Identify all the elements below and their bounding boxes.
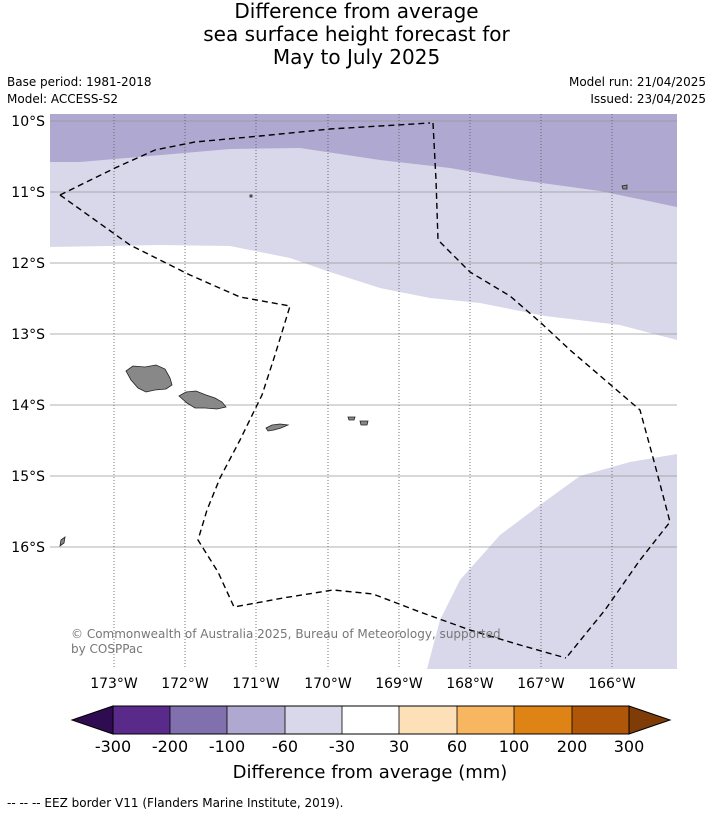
eez-legend: -- -- -- EEZ border V11 (Flanders Marine… <box>7 796 344 810</box>
colorbar-swatch <box>227 706 285 734</box>
lat-label: 11°S <box>11 185 45 201</box>
colorbar-swatch <box>113 706 170 734</box>
lon-label: 166°W <box>588 676 636 692</box>
colorbar-swatch <box>399 706 457 734</box>
anomaly-region-minus60-north <box>50 114 677 207</box>
chart-title: Difference from average sea surface heig… <box>0 0 713 69</box>
lon-label: 172°W <box>161 676 209 692</box>
eez-border-american-samoa <box>432 122 671 659</box>
samoa-islands <box>59 184 628 547</box>
colorbar-ticks: -300 -200 -100 -60 -30 30 60 100 200 300 <box>95 737 644 756</box>
colorbar-swatch <box>170 706 227 734</box>
colorbar-dividers <box>169 706 573 734</box>
copyright-line-2: by COSPPac <box>71 642 143 656</box>
eez-border-samoa <box>59 194 567 659</box>
colorbar-tick: 100 <box>499 737 530 756</box>
lat-label: 12°S <box>11 256 45 272</box>
colorbar-tick: 60 <box>447 737 467 756</box>
lon-label: 167°W <box>517 676 565 692</box>
title-line-3: May to July 2025 <box>272 45 441 69</box>
anomaly-region-minus30-southeast <box>427 454 677 669</box>
lat-label: 10°S <box>11 114 45 130</box>
title-line-1: Difference from average <box>234 0 479 23</box>
island-tutuila <box>265 423 290 432</box>
lat-label: 16°S <box>11 540 45 556</box>
colorbar-tick: 200 <box>557 737 588 756</box>
colorbar-tick: -100 <box>209 737 245 756</box>
lat-label: 13°S <box>11 327 45 343</box>
colorbar-frame <box>112 705 630 735</box>
lon-label: 171°W <box>232 676 280 692</box>
lon-label: 170°W <box>304 676 352 692</box>
island-ofu <box>347 416 356 421</box>
island-tau <box>359 420 369 426</box>
colorbar: -300 -200 -100 -60 -30 30 60 100 200 300… <box>70 705 672 783</box>
colorbar-swatch <box>572 706 629 734</box>
colorbar-swatch <box>514 706 572 734</box>
colorbar-tick: 30 <box>389 737 409 756</box>
colorbar-tick: -200 <box>152 737 188 756</box>
lon-label: 168°W <box>446 676 494 692</box>
island-swains <box>621 184 628 190</box>
eez-border-tokelau <box>59 122 431 196</box>
colorbar-tick: -300 <box>95 737 131 756</box>
lat-label: 14°S <box>11 398 45 414</box>
colorbar-swatch <box>285 706 342 734</box>
island-small-2 <box>59 536 66 547</box>
colorbar-extend-high <box>628 705 672 735</box>
colorbar-extend-low <box>70 705 114 735</box>
meta-right: Model run: 21/04/2025 Issued: 23/04/2025 <box>569 74 706 108</box>
island-savaii <box>125 364 173 393</box>
lat-label: 15°S <box>11 469 45 485</box>
island-upolu <box>178 390 227 410</box>
island-small-1 <box>249 194 253 198</box>
lon-label: 173°W <box>90 676 138 692</box>
lon-labels: 173°W 172°W 171°W 170°W 169°W 168°W 167°… <box>90 676 636 692</box>
lon-gridlines <box>113 114 613 669</box>
model-name: Model: ACCESS-S2 <box>7 92 119 106</box>
eez-borders <box>59 122 671 659</box>
lon-label: 169°W <box>375 676 423 692</box>
model-run: Model run: 21/04/2025 <box>568 75 706 89</box>
colorbar-tick: 300 <box>614 737 645 756</box>
lat-gridlines <box>50 120 677 548</box>
title-line-2: sea surface height forecast for <box>203 22 510 46</box>
colorbar-swatch <box>342 706 399 734</box>
issued-date: Issued: 23/04/2025 <box>590 92 706 106</box>
colorbar-swatch <box>457 706 514 734</box>
colorbar-tick: -60 <box>272 737 298 756</box>
meta-left: Base period: 1981-2018 Model: ACCESS-S2 <box>7 74 152 108</box>
copyright-line-1: © Commonwealth of Australia 2025, Bureau… <box>71 627 501 641</box>
lat-labels: 10°S 11°S 12°S 13°S 14°S 15°S 16°S <box>11 114 45 556</box>
colorbar-tick: -30 <box>329 737 355 756</box>
colorbar-label: Difference from average (mm) <box>233 762 508 783</box>
base-period: Base period: 1981-2018 <box>7 75 152 89</box>
map-area <box>50 114 677 669</box>
